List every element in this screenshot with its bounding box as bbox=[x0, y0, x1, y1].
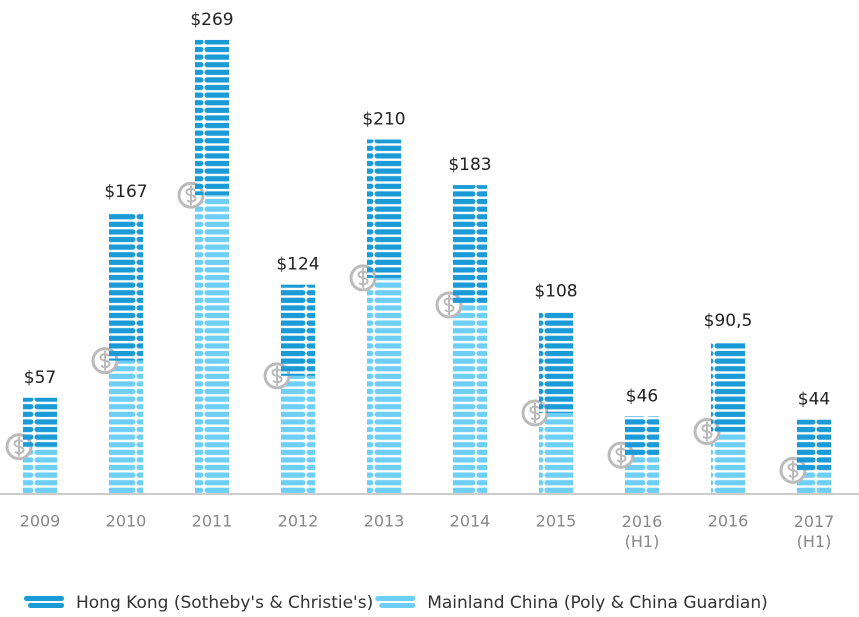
coin-symbol bbox=[99, 350, 111, 371]
legend-label: Hong Kong (Sotheby's & Christie's) bbox=[76, 593, 373, 613]
bar-segment bbox=[453, 304, 487, 494]
coin-symbol bbox=[701, 421, 713, 442]
x-tick-label: 2012 bbox=[278, 512, 319, 531]
coin-symbol bbox=[615, 445, 627, 466]
bar-segment bbox=[539, 412, 573, 494]
legend-swatch bbox=[375, 596, 416, 601]
total-label: $210 bbox=[362, 110, 405, 130]
total-label: $108 bbox=[534, 282, 577, 302]
total-label: $183 bbox=[448, 155, 491, 175]
coin-symbol bbox=[787, 460, 799, 481]
bar-segment bbox=[711, 341, 745, 432]
coin-symbol bbox=[271, 365, 283, 386]
total-label: $57 bbox=[24, 368, 56, 388]
bar-segment bbox=[281, 375, 315, 494]
legend-swatch bbox=[28, 603, 64, 608]
legend-swatch bbox=[379, 603, 416, 608]
bar-segment bbox=[625, 416, 659, 456]
bar-segment bbox=[109, 212, 143, 361]
bar-segment bbox=[23, 397, 57, 447]
bar-segment bbox=[367, 139, 401, 278]
x-tick-label: 2009 bbox=[20, 512, 61, 531]
total-label: $167 bbox=[104, 182, 147, 202]
x-tick-label: 2014 bbox=[450, 512, 491, 531]
bar-segment bbox=[195, 39, 229, 196]
total-label: $124 bbox=[276, 255, 319, 275]
x-tick-label: 2016 (H1) bbox=[622, 512, 663, 551]
x-tick-label: 2016 bbox=[708, 512, 749, 531]
x-tick-label: 2017 (H1) bbox=[794, 512, 835, 551]
x-tick-label: 2011 bbox=[192, 512, 233, 531]
bar-segment bbox=[797, 419, 831, 471]
x-tick-label: 2015 bbox=[536, 512, 577, 531]
x-tick-label: 2013 bbox=[364, 512, 405, 531]
bar-segment bbox=[195, 195, 229, 494]
coin-symbol bbox=[357, 267, 369, 288]
coin-symbol bbox=[529, 402, 541, 423]
bar-segment bbox=[281, 284, 315, 376]
bar-segment bbox=[797, 470, 831, 494]
total-label: $90,5 bbox=[704, 311, 753, 331]
bar-segment bbox=[109, 360, 143, 494]
legend-label: Mainland China (Poly & China Guardian) bbox=[427, 593, 768, 613]
coin-symbol bbox=[13, 436, 25, 457]
total-label: $44 bbox=[798, 390, 830, 410]
coin-symbol bbox=[185, 185, 197, 206]
total-label: $46 bbox=[626, 386, 658, 406]
bar-segment bbox=[367, 277, 401, 494]
legend-swatch bbox=[24, 596, 64, 601]
x-tick-label: 2010 bbox=[106, 512, 147, 531]
bar-segment bbox=[711, 431, 745, 494]
bar-segment bbox=[539, 311, 573, 413]
coin-symbol bbox=[443, 294, 455, 315]
total-label: $269 bbox=[190, 10, 233, 30]
bar-segment bbox=[453, 185, 487, 305]
